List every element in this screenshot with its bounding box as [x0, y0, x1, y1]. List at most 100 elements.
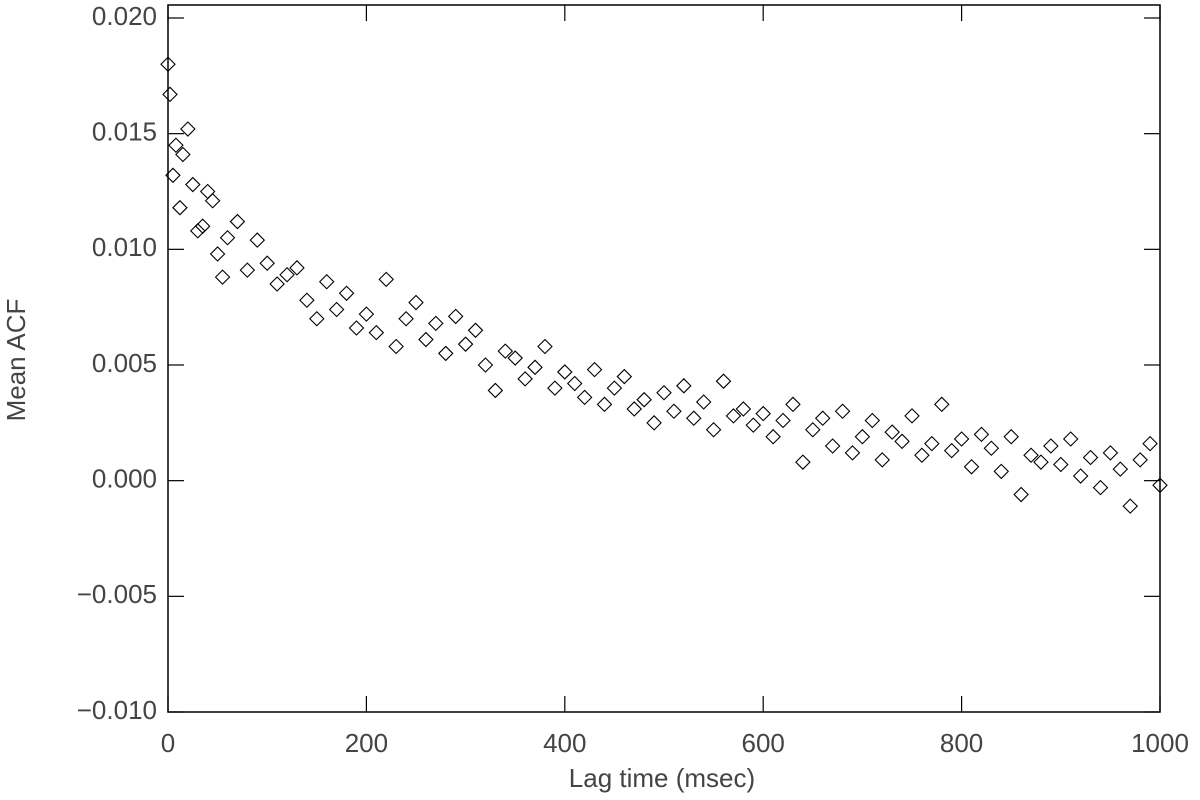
point	[239, 262, 256, 278]
point	[418, 331, 434, 348]
y-tick-label: 0.010	[92, 232, 157, 262]
point	[358, 306, 375, 322]
plot-frame	[167, 4, 1161, 713]
point	[904, 408, 920, 424]
point	[1112, 461, 1129, 477]
y-tick-label: −0.005	[77, 579, 157, 609]
point	[1092, 479, 1109, 496]
point	[695, 394, 712, 410]
point	[745, 417, 762, 433]
point	[299, 292, 315, 309]
point	[1142, 435, 1158, 452]
x-tick-label: 0	[161, 728, 175, 758]
point	[328, 301, 345, 318]
point	[705, 421, 722, 438]
point	[1053, 456, 1069, 473]
point	[398, 310, 414, 327]
point	[814, 410, 831, 426]
point	[676, 378, 692, 394]
point	[537, 338, 553, 355]
point	[437, 345, 454, 362]
x-tick-label: 1000	[1131, 728, 1189, 758]
point	[785, 396, 801, 413]
x-tick-label: 800	[940, 728, 983, 758]
x-tick-label: 600	[742, 728, 785, 758]
point	[735, 401, 752, 417]
point	[646, 415, 662, 431]
point	[172, 199, 188, 216]
point	[318, 273, 335, 290]
point	[378, 271, 395, 288]
y-tick-label: 0.005	[92, 348, 157, 378]
point	[1003, 428, 1019, 445]
point	[924, 435, 940, 452]
point	[953, 431, 970, 447]
point	[309, 310, 325, 327]
point	[428, 315, 444, 332]
point	[805, 421, 821, 438]
point	[557, 364, 573, 380]
point	[204, 192, 221, 209]
point	[993, 463, 1010, 480]
point	[1132, 452, 1148, 468]
point	[755, 405, 771, 422]
point	[368, 324, 385, 341]
point	[348, 320, 365, 336]
point	[636, 391, 652, 408]
y-tick-label: −0.010	[77, 695, 157, 725]
point	[527, 359, 543, 376]
point	[666, 403, 682, 420]
point	[1062, 431, 1079, 447]
point	[963, 459, 980, 475]
y-axis-label: Mean ACF	[1, 299, 31, 422]
point	[338, 285, 355, 302]
point	[229, 213, 246, 230]
point	[199, 183, 216, 200]
point	[844, 445, 861, 461]
point	[864, 412, 881, 429]
point	[914, 447, 930, 463]
point	[1072, 468, 1089, 484]
point	[457, 336, 474, 352]
point	[269, 276, 285, 292]
point	[824, 438, 841, 454]
point	[209, 246, 226, 262]
x-axis-label: Lag time (msec)	[569, 763, 755, 793]
point	[854, 428, 871, 445]
point	[477, 357, 494, 373]
point	[566, 375, 583, 392]
point	[194, 218, 211, 234]
point	[1082, 449, 1099, 466]
y-tick-label: 0.015	[92, 117, 157, 147]
point	[162, 86, 178, 103]
point	[219, 229, 236, 246]
point	[507, 350, 523, 366]
point	[596, 396, 613, 413]
point	[1023, 447, 1039, 463]
point	[765, 428, 781, 445]
point	[168, 137, 184, 154]
x-tick-label: 400	[543, 728, 586, 758]
point	[487, 382, 504, 399]
x-tick-label: 200	[345, 728, 388, 758]
point	[715, 373, 732, 389]
point	[249, 232, 266, 248]
point	[165, 167, 181, 184]
point	[1102, 445, 1119, 461]
point	[933, 396, 950, 413]
point	[943, 442, 960, 459]
point	[388, 338, 404, 355]
point	[408, 294, 424, 311]
point	[606, 380, 623, 396]
point	[289, 260, 305, 276]
point	[160, 56, 176, 73]
point	[467, 322, 484, 339]
point	[775, 412, 791, 429]
point	[586, 361, 603, 378]
point	[894, 433, 910, 450]
point	[279, 267, 295, 283]
point	[795, 454, 811, 470]
point	[884, 424, 900, 440]
